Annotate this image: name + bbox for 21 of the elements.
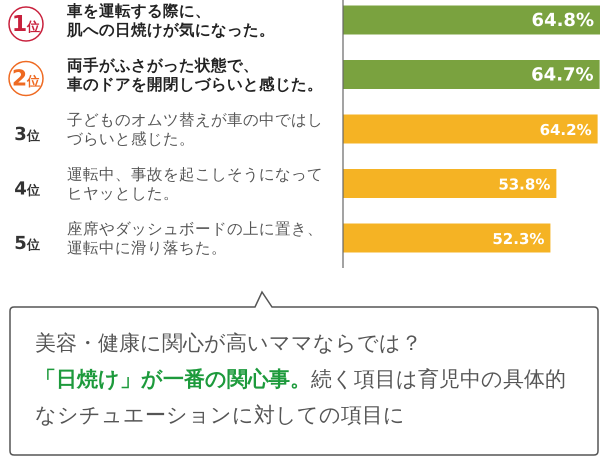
data-label: 53.8%: [498, 176, 550, 194]
data-label: 64.2%: [540, 121, 592, 139]
text: 4位: [14, 178, 40, 200]
text: 2位: [12, 66, 40, 92]
text: 5位: [14, 233, 40, 254]
text: 3位: [14, 124, 40, 145]
data-label: 64.8%: [532, 10, 594, 31]
y-tick-label: 車を運転する際に、肌への日焼けが気になった。: [66, 2, 275, 39]
data-label: 52.3%: [492, 230, 544, 248]
y-tick-label: 子どものオムツ替えが車の中ではしづらいと感じた。: [67, 111, 323, 148]
bar: [343, 169, 556, 198]
y-tick-label: 両手がふさがった状態で、車のドアを開閉しづらいと感じた。: [66, 56, 323, 94]
bar: [343, 6, 600, 34]
text: 1位: [12, 12, 40, 37]
y-tick-label: 座席やダッシュボードの上に置き、運転中に滑り落ちた。: [67, 220, 323, 257]
bar: [343, 60, 600, 89]
callout: 美容・健康に関心が高いママならでは？ 「日焼け」が一番の関心事。続く項目は育児中の具体的なシチュエーションに対しての項目に: [9, 291, 599, 456]
bar: [343, 114, 598, 144]
bar: [343, 224, 550, 252]
data-label: 64.7%: [531, 64, 594, 86]
y-tick-label: 運転中、事故を起こしそうになってヒヤッとした。: [67, 166, 323, 202]
